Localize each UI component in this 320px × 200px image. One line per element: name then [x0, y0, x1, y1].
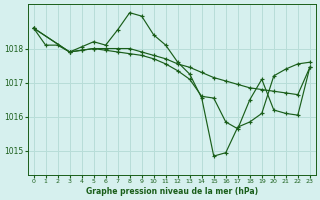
- X-axis label: Graphe pression niveau de la mer (hPa): Graphe pression niveau de la mer (hPa): [86, 187, 258, 196]
